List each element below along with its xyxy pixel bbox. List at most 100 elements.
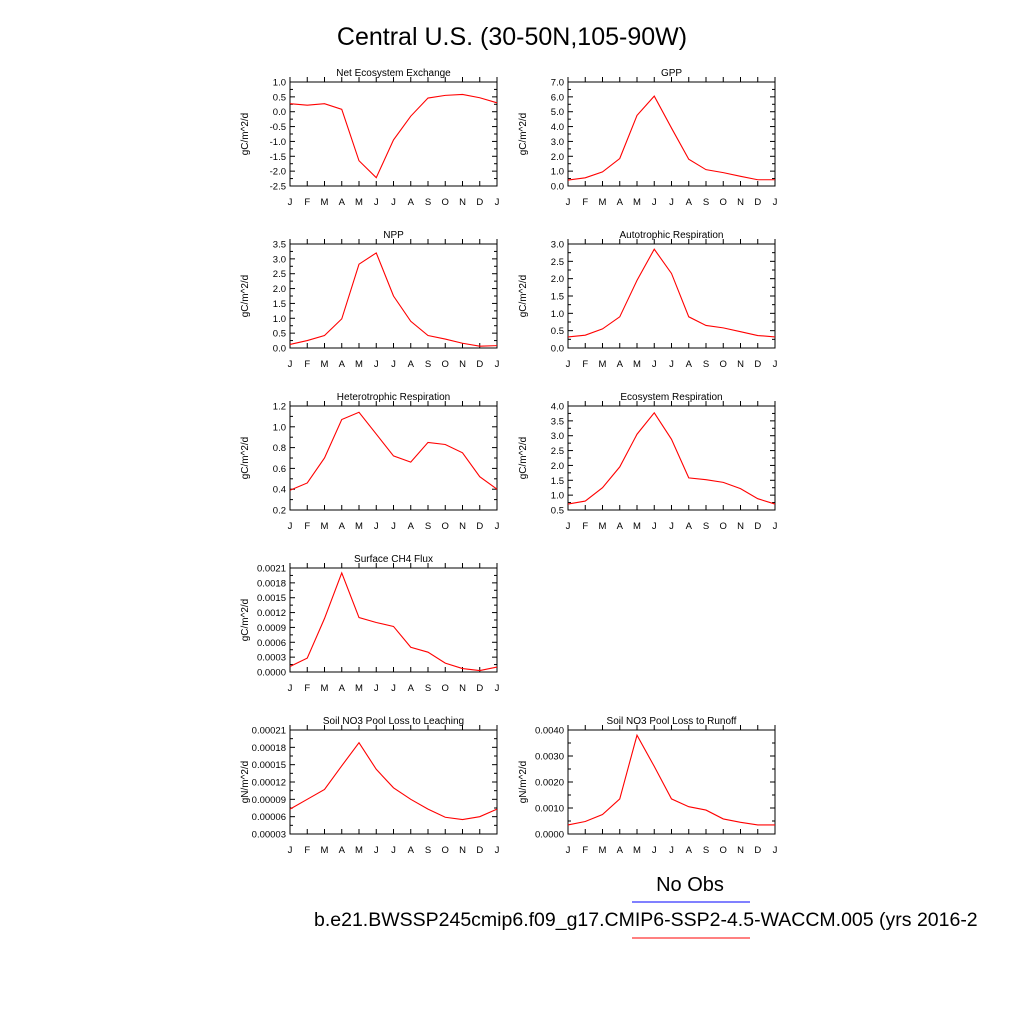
y-tick-label: 2.5: [551, 446, 564, 457]
y-tick-label: 6.0: [551, 92, 564, 103]
x-tick-label: N: [459, 683, 466, 694]
y-tick-label: 0.0: [551, 344, 564, 355]
x-tick-label: M: [355, 521, 363, 532]
series-line: [289, 571, 498, 672]
y-tick-label: 0.0015: [257, 593, 286, 604]
x-tick-label: A: [617, 521, 624, 532]
x-tick-label: N: [459, 197, 466, 208]
y-tick-label: 0.00015: [252, 760, 286, 771]
x-tick-label: S: [425, 359, 431, 370]
panel-title: GPP: [661, 68, 682, 79]
legend-obs-label: No Obs: [656, 874, 724, 896]
y-tick-label: 0.0010: [535, 804, 564, 815]
page-title: Central U.S. (30-50N,105-90W): [337, 23, 687, 51]
x-tick-label: A: [339, 683, 346, 694]
x-tick-label: S: [425, 845, 431, 856]
x-tick-label: S: [703, 521, 709, 532]
y-tick-label: 3.0: [551, 431, 564, 442]
x-tick-label: J: [669, 359, 674, 370]
panel-title: Soil NO3 Pool Loss to Leaching: [323, 716, 464, 727]
x-tick-label: D: [754, 197, 761, 208]
x-tick-label: A: [408, 197, 415, 208]
panel-title: Ecosystem Respiration: [620, 392, 722, 403]
x-tick-label: J: [669, 521, 674, 532]
x-tick-label: A: [408, 521, 415, 532]
x-tick-label: J: [391, 197, 396, 208]
x-tick-label: A: [408, 845, 415, 856]
chart-panel: Autotrophic Respiration gC/m^2/d 3.0 2.5 2.0…: [518, 230, 778, 370]
x-tick-label: J: [652, 359, 657, 370]
y-axis-label: gC/m^2/d: [240, 437, 251, 480]
legend-model-label: b.e21.BWSSP245cmip6.f09_g17.CMIP6-SSP2-4…: [314, 909, 978, 931]
y-tick-label: 0.8: [273, 443, 286, 454]
x-tick-label: O: [442, 683, 449, 694]
x-tick-label: A: [686, 845, 693, 856]
x-tick-label: F: [304, 683, 310, 694]
x-tick-label: F: [304, 521, 310, 532]
y-tick-label: 1.5: [551, 476, 564, 487]
x-tick-label: J: [773, 845, 778, 856]
x-tick-label: N: [737, 845, 744, 856]
x-tick-label: F: [304, 197, 310, 208]
x-tick-label: F: [582, 845, 588, 856]
series-line: [567, 248, 776, 338]
y-tick-label: 3.0: [551, 240, 564, 251]
x-tick-label: J: [495, 521, 500, 532]
chart-panel: Soil NO3 Pool Loss to Runoff gN/m^2/d 0.00…: [518, 716, 778, 856]
y-tick-label: 0.00012: [252, 778, 286, 789]
x-tick-label: A: [408, 683, 415, 694]
y-tick-label: 0.00021: [252, 726, 286, 737]
x-tick-label: J: [773, 197, 778, 208]
y-tick-label: 1.0: [273, 422, 286, 433]
x-tick-label: J: [495, 197, 500, 208]
y-tick-label: 2.0: [273, 284, 286, 295]
panel-title: Heterotrophic Respiration: [337, 392, 450, 403]
y-axis-label: gC/m^2/d: [518, 113, 529, 156]
x-tick-label: M: [321, 197, 329, 208]
y-tick-label: 0.0006: [257, 638, 286, 649]
y-tick-label: 0.0: [273, 107, 286, 118]
y-tick-label: 0.2: [273, 506, 286, 517]
x-tick-label: O: [720, 845, 727, 856]
y-tick-label: 1.0: [551, 309, 564, 320]
x-tick-label: J: [566, 845, 571, 856]
x-tick-label: M: [355, 197, 363, 208]
y-tick-label: 3.5: [273, 240, 286, 251]
x-tick-label: M: [599, 845, 607, 856]
x-tick-label: S: [703, 197, 709, 208]
x-tick-label: J: [374, 197, 379, 208]
x-tick-label: S: [425, 683, 431, 694]
y-tick-label: 4.0: [551, 122, 564, 133]
x-tick-label: M: [633, 197, 641, 208]
y-tick-label: 0.0000: [257, 668, 286, 679]
x-tick-label: A: [686, 521, 693, 532]
x-tick-label: O: [442, 197, 449, 208]
plot-frame: [289, 567, 498, 673]
chart-panel: Ecosystem Respiration gC/m^2/d 4.0 3.5 3.0 2.…: [518, 392, 778, 532]
x-tick-label: N: [459, 521, 466, 532]
series-line: [289, 741, 498, 821]
x-tick-label: D: [754, 359, 761, 370]
x-tick-label: N: [459, 845, 466, 856]
x-tick-label: J: [652, 521, 657, 532]
y-tick-label: -0.5: [270, 122, 286, 133]
plot-frame: [567, 81, 776, 187]
y-tick-label: 0.0018: [257, 578, 286, 589]
x-tick-label: J: [288, 845, 293, 856]
x-tick-label: J: [288, 683, 293, 694]
panels: Net Ecosystem Exchange gC/m^2/d 1.0 0.5 0.0 -…: [240, 68, 778, 856]
y-tick-label: 3.5: [551, 416, 564, 427]
x-tick-label: J: [288, 197, 293, 208]
x-tick-label: J: [374, 845, 379, 856]
x-tick-label: S: [703, 359, 709, 370]
x-tick-label: J: [374, 521, 379, 532]
x-tick-label: M: [321, 845, 329, 856]
y-tick-label: 2.5: [551, 257, 564, 268]
x-tick-label: J: [374, 359, 379, 370]
x-tick-label: D: [476, 521, 483, 532]
x-tick-label: J: [391, 521, 396, 532]
